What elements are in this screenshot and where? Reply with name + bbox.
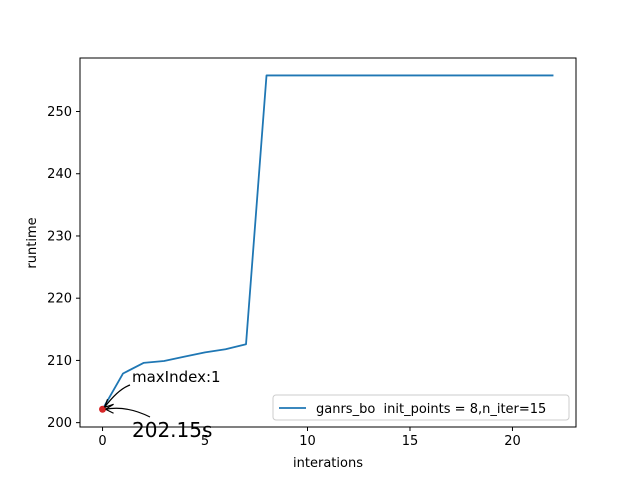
x-axis-ticks: 0 5 10 15 20 — [98, 427, 521, 449]
y-tick-label: 230 — [47, 229, 72, 244]
series-line — [101, 74, 554, 410]
annotation-max-index-text: maxIndex:1 — [132, 368, 221, 386]
x-tick-label: 5 — [201, 434, 209, 449]
y-tick-label: 240 — [47, 167, 72, 182]
x-tick-label: 10 — [299, 434, 316, 449]
x-axis-label: interations — [293, 456, 363, 471]
annotation-runtime-value-text: 202.15s — [132, 418, 212, 442]
annotation-runtime-value: 202.15s — [105, 403, 212, 442]
y-axis-ticks: 200 210 220 230 240 250 — [47, 105, 80, 431]
legend-box — [272, 394, 570, 421]
annotation-arrow-runtime-value — [105, 403, 151, 418]
y-axis-label: runtime — [25, 217, 40, 268]
x-tick-label: 20 — [504, 434, 521, 449]
y-tick-label: 200 — [47, 416, 72, 431]
series-layer — [101, 74, 554, 410]
plot-area-frame — [79, 57, 577, 428]
annotation-max-index: maxIndex:1 — [103, 368, 221, 408]
max-point-marker — [99, 405, 107, 413]
x-tick-label: 0 — [98, 434, 106, 449]
y-tick-label: 250 — [47, 105, 72, 120]
legend: ganrs_bo init_points = 8,n_iter=15 — [272, 394, 570, 421]
marker-layer — [99, 405, 107, 413]
y-tick-label: 210 — [47, 354, 72, 369]
x-tick-label: 15 — [402, 434, 419, 449]
annotation-arrow-max-index — [103, 384, 131, 408]
legend-entry-label: ganrs_bo init_points = 8,n_iter=15 — [316, 402, 546, 417]
y-tick-label: 220 — [47, 292, 72, 307]
